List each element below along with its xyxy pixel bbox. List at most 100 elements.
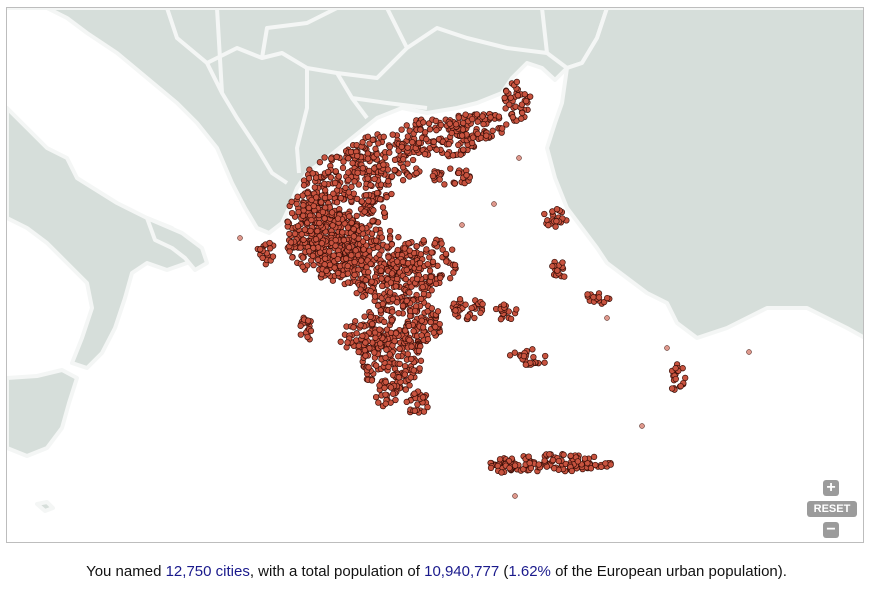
city-marker (404, 260, 412, 267)
city-marker (411, 407, 419, 414)
city-marker (345, 155, 352, 162)
city-marker (549, 263, 556, 270)
city-marker (403, 266, 410, 274)
city-markers (237, 78, 752, 499)
city-marker (559, 259, 566, 266)
map-canvas[interactable] (7, 8, 864, 543)
city-marker (347, 148, 355, 156)
city-marker (377, 340, 384, 347)
city-marker (477, 309, 484, 316)
city-marker (386, 143, 393, 151)
city-marker (428, 287, 435, 294)
city-marker (387, 384, 395, 391)
city-marker (549, 456, 557, 464)
city-marker (382, 154, 389, 161)
city-marker (581, 455, 588, 462)
city-marker (513, 306, 520, 313)
map-panel[interactable]: + RESET − (6, 7, 864, 543)
city-marker (421, 151, 429, 158)
city-marker (525, 453, 532, 460)
city-marker (416, 259, 424, 267)
city-marker (501, 94, 508, 102)
city-marker (342, 255, 350, 262)
city-marker (387, 289, 394, 296)
city-marker (301, 226, 309, 233)
city-marker (404, 133, 412, 140)
city-marker (383, 194, 390, 201)
city-marker (309, 170, 316, 177)
city-marker (267, 245, 274, 252)
city-marker (293, 200, 300, 208)
city-marker (427, 273, 435, 281)
city-marker (300, 207, 307, 214)
city-marker (590, 453, 598, 461)
city-marker (311, 184, 318, 191)
city-marker (511, 349, 518, 356)
city-marker (541, 457, 548, 464)
summary-paren: ( (499, 563, 509, 580)
city-marker (345, 169, 352, 176)
city-marker (443, 258, 450, 265)
city-marker (332, 237, 339, 244)
city-marker (377, 196, 384, 203)
city-marker (364, 155, 372, 162)
city-marker (353, 330, 360, 337)
city-marker (535, 461, 542, 468)
city-marker (305, 317, 312, 324)
city-marker (409, 139, 416, 146)
city-marker (506, 464, 513, 472)
city-marker (393, 299, 401, 306)
city-marker (358, 198, 366, 205)
city-marker (306, 248, 313, 255)
city-marker (354, 152, 361, 160)
city-marker (324, 168, 332, 176)
city-marker (294, 193, 301, 200)
city-marker (604, 315, 610, 321)
city-marker (351, 258, 358, 266)
city-marker (418, 332, 425, 339)
city-marker (428, 249, 435, 256)
city-marker (529, 346, 536, 353)
city-marker (408, 343, 415, 350)
city-marker (507, 94, 514, 101)
city-marker (372, 145, 379, 152)
city-marker (323, 267, 330, 275)
city-marker (289, 254, 296, 261)
city-marker (479, 113, 486, 120)
city-marker (452, 307, 459, 314)
city-marker (330, 190, 337, 197)
city-marker (375, 140, 382, 147)
city-marker (385, 178, 392, 185)
city-marker (436, 320, 443, 328)
reset-button[interactable]: RESET (807, 501, 857, 517)
city-marker (417, 126, 424, 133)
city-marker (402, 327, 409, 334)
city-marker (639, 423, 645, 429)
city-marker (377, 267, 385, 274)
city-marker (369, 320, 376, 328)
city-marker (317, 199, 325, 206)
city-marker (507, 315, 515, 323)
city-marker (595, 294, 603, 301)
city-marker (503, 88, 510, 95)
city-marker (460, 146, 467, 153)
city-marker (344, 224, 352, 231)
zoom-out-button[interactable]: − (823, 522, 839, 538)
city-marker (372, 334, 379, 341)
city-marker (418, 317, 425, 324)
city-marker (514, 92, 522, 99)
city-marker (361, 313, 368, 320)
city-marker (331, 179, 339, 187)
city-marker (384, 166, 392, 173)
city-marker (406, 312, 414, 320)
city-marker (308, 196, 315, 204)
city-marker (415, 347, 423, 355)
city-marker (297, 244, 304, 251)
city-marker (326, 261, 334, 268)
zoom-in-button[interactable]: + (823, 480, 839, 496)
city-marker (407, 374, 414, 381)
city-marker (500, 301, 508, 308)
city-marker (746, 349, 752, 355)
city-marker (393, 258, 401, 265)
city-marker (339, 164, 347, 172)
